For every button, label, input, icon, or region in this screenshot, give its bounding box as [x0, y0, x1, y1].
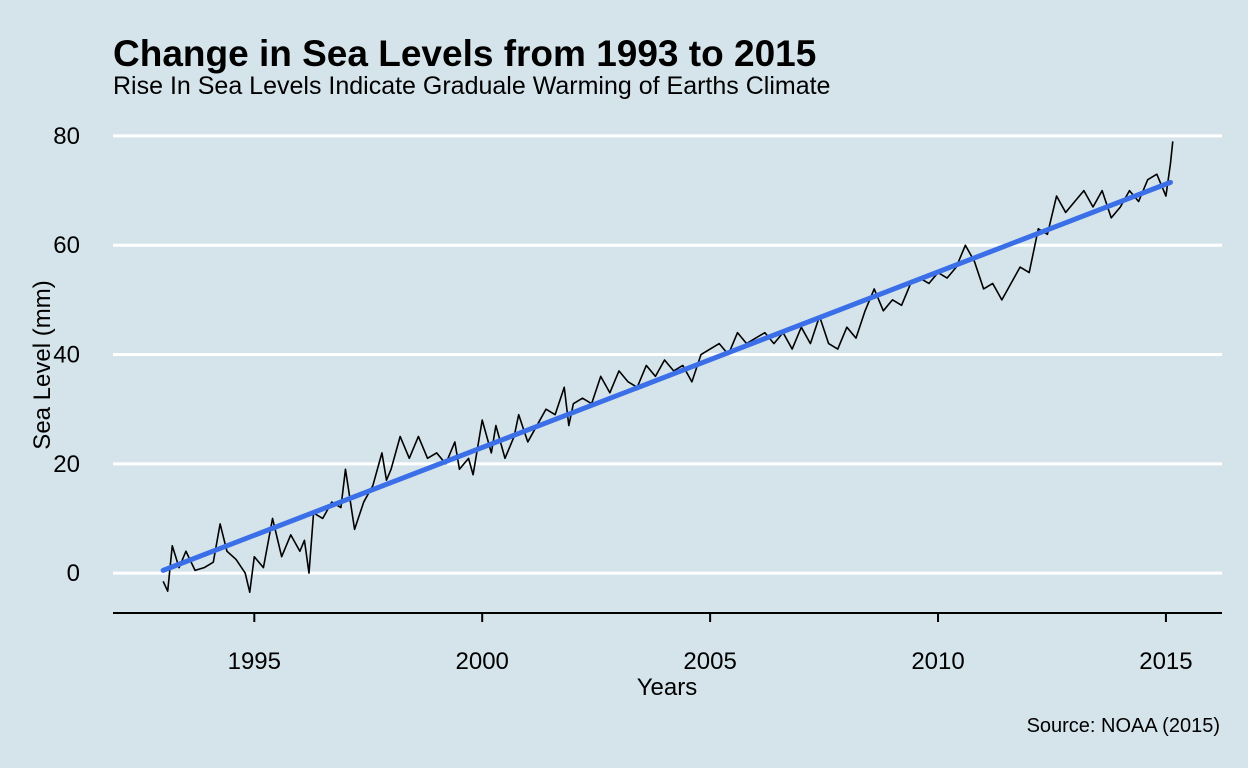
x-tick-label: 2015	[1139, 648, 1192, 675]
chart-subtitle: Rise In Sea Levels Indicate Graduale War…	[113, 72, 830, 100]
x-tick-label: 2005	[683, 648, 736, 675]
y-tick-label: 0	[67, 560, 80, 587]
trend-line	[160, 179, 1173, 573]
line	[162, 141, 1174, 594]
chart-title: Change in Sea Levels from 1993 to 2015	[113, 33, 816, 74]
x-tick-label: 2010	[911, 648, 964, 675]
y-tick-label: 80	[53, 123, 80, 150]
y-tick-label: 40	[53, 342, 80, 369]
x-axis-title: Years	[637, 674, 698, 701]
x-tick-label: 1995	[228, 648, 281, 675]
y-axis-title: Sea Level (mm)	[29, 280, 56, 449]
caption: Source: NOAA (2015)	[1027, 715, 1220, 737]
y-tick-label: 20	[53, 451, 80, 478]
y-tick-label: 60	[53, 232, 80, 259]
x-tick-label: 2000	[456, 648, 509, 675]
